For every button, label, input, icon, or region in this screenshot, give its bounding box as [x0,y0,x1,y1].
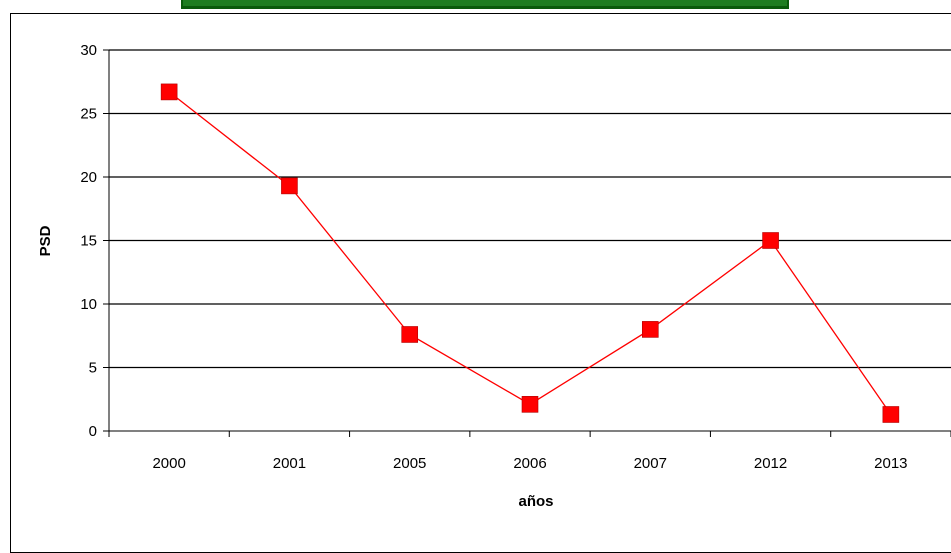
x-tick-label: 2007 [634,455,667,472]
x-tick-label: 2000 [152,455,185,472]
data-point-marker [641,321,659,338]
data-point-marker [401,326,419,343]
data-point-marker [762,232,779,249]
x-tick-label: 2005 [393,455,426,472]
y-tick-label: 15 [80,233,97,250]
y-tick-label: 0 [89,423,97,440]
series-line [168,91,892,415]
y-tick-label: 20 [80,169,97,186]
y-tick-label: 25 [80,106,97,123]
data-point-marker [521,396,539,413]
y-axis-title: PSD [37,225,54,256]
x-tick-label: 2001 [273,455,306,472]
axes [103,49,951,437]
x-axis-title: años [518,493,553,510]
y-tick-label: 5 [89,360,97,377]
data-point-marker [160,83,178,101]
x-tick-labels: 2000 2001 2005 2006 2007 2012 2013 [152,455,907,472]
y-tick-label: 10 [80,296,97,313]
y-tick-label: 30 [80,42,97,59]
x-tick-label: 2012 [754,455,787,472]
series-markers [160,83,900,423]
line-chart: 0 5 10 15 20 25 30 2000 2001 2005 2006 2007 2012 201… [37,42,951,510]
x-tick-label: 2013 [874,455,907,472]
grid-lines [109,49,951,369]
data-point-marker [882,406,900,423]
series-polyline [168,91,892,415]
header-bar [181,0,789,9]
y-tick-labels: 0 5 10 15 20 25 30 [80,42,97,440]
x-tick-label: 2006 [513,455,546,472]
data-point-marker [281,177,298,195]
